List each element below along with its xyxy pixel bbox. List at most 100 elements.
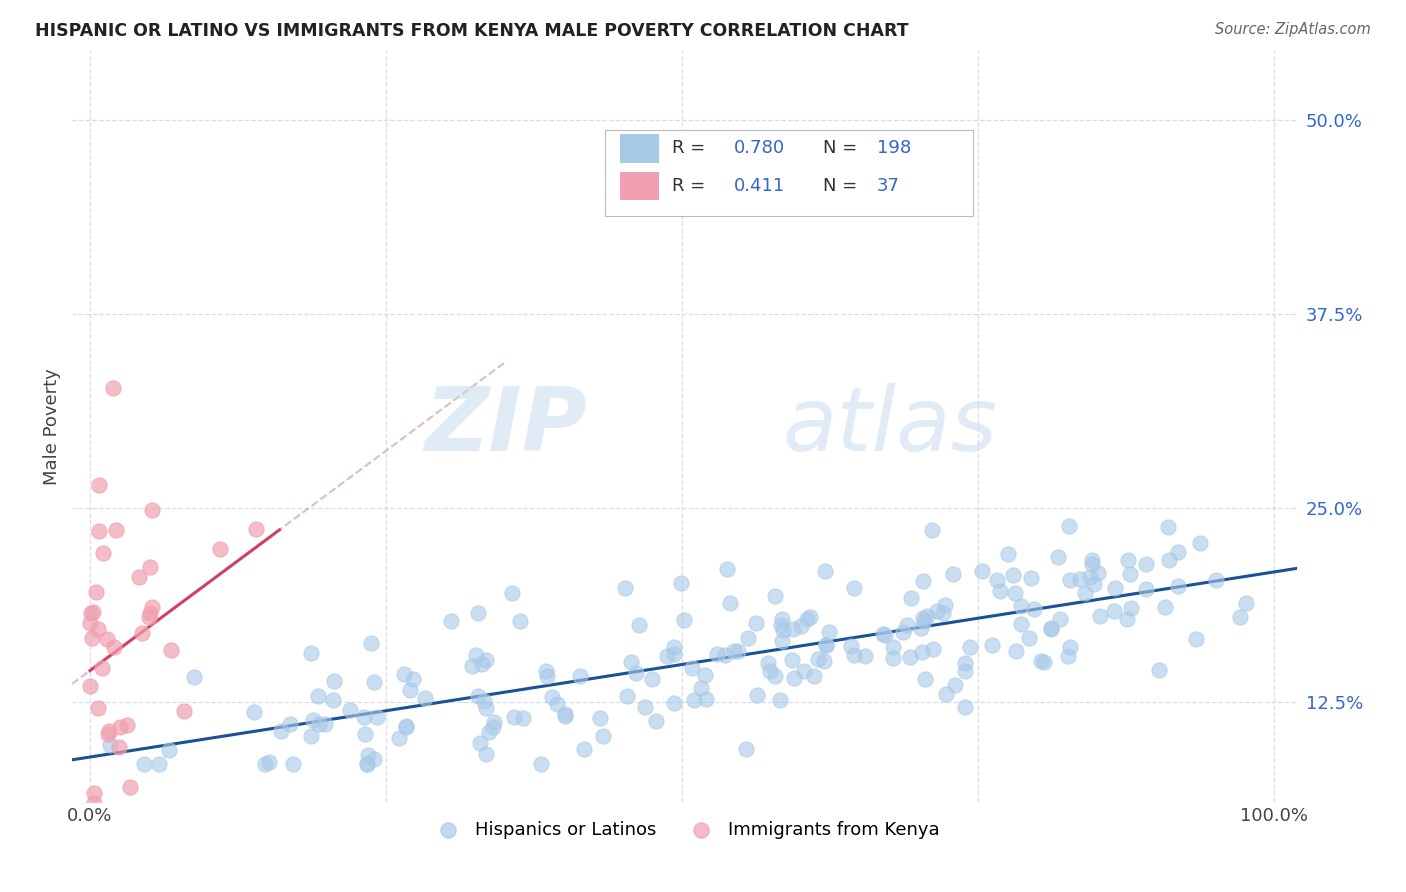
Point: [398, 682, 420, 697]
Point: [512, 711, 534, 725]
Point: [353, 726, 375, 740]
Point: [793, 664, 815, 678]
Point: [589, 711, 612, 725]
Point: [927, 604, 949, 618]
Point: [799, 609, 821, 624]
Point: [471, 657, 494, 671]
Point: [1104, 581, 1126, 595]
Point: [664, 696, 686, 710]
Point: [875, 628, 897, 642]
Point: [357, 748, 380, 763]
Point: [718, 596, 741, 610]
Point: [97, 727, 120, 741]
Point: [942, 567, 965, 582]
Point: [115, 718, 138, 732]
Point: [1059, 574, 1081, 588]
Point: [645, 714, 668, 728]
Text: ZIP: ZIP: [425, 383, 586, 470]
Point: [139, 607, 162, 621]
Point: [657, 648, 679, 663]
Point: [1088, 609, 1111, 624]
Point: [986, 574, 1008, 588]
Point: [1032, 655, 1054, 669]
Point: [953, 664, 976, 678]
Text: 198: 198: [877, 139, 911, 157]
Point: [1018, 631, 1040, 645]
Point: [689, 681, 711, 695]
Point: [1049, 612, 1071, 626]
Point: [482, 714, 505, 729]
Point: [541, 690, 564, 704]
Point: [83, 786, 105, 800]
Point: [245, 522, 267, 536]
Point: [82, 873, 104, 888]
Point: [997, 547, 1019, 561]
Point: [1010, 599, 1032, 613]
Point: [173, 704, 195, 718]
Point: [395, 720, 418, 734]
Point: [1156, 520, 1178, 534]
Point: [723, 644, 745, 658]
Point: [467, 689, 489, 703]
Point: [356, 756, 378, 771]
Point: [900, 591, 922, 606]
Point: [363, 752, 385, 766]
Point: [530, 756, 553, 771]
Text: Source: ZipAtlas.com: Source: ZipAtlas.com: [1215, 22, 1371, 37]
Point: [1119, 601, 1142, 615]
Point: [1019, 571, 1042, 585]
Point: [1147, 663, 1170, 677]
Point: [1004, 585, 1026, 599]
Point: [101, 381, 124, 395]
Point: [1116, 552, 1139, 566]
Point: [257, 755, 280, 769]
Point: [1229, 609, 1251, 624]
Point: [842, 648, 865, 662]
Point: [1167, 545, 1189, 559]
Point: [842, 581, 865, 595]
Point: [98, 738, 121, 752]
Point: [1039, 622, 1062, 636]
Point: [1135, 558, 1157, 572]
Point: [1087, 566, 1109, 581]
Point: [662, 640, 685, 655]
Point: [744, 616, 766, 631]
Point: [478, 724, 501, 739]
Point: [141, 600, 163, 615]
Point: [613, 582, 636, 596]
Point: [756, 656, 779, 670]
Point: [79, 616, 101, 631]
Point: [814, 638, 837, 652]
Text: HISPANIC OR LATINO VS IMMIGRANTS FROM KENYA MALE POVERTY CORRELATION CHART: HISPANIC OR LATINO VS IMMIGRANTS FROM KE…: [35, 22, 908, 40]
Point: [921, 523, 943, 537]
Point: [503, 710, 526, 724]
Point: [782, 622, 804, 636]
Point: [770, 617, 793, 632]
Point: [132, 756, 155, 771]
Point: [627, 618, 650, 632]
Point: [79, 679, 101, 693]
Point: [87, 701, 110, 715]
Point: [299, 729, 322, 743]
Point: [91, 546, 114, 560]
Point: [103, 640, 125, 654]
Point: [803, 668, 825, 682]
Point: [882, 640, 904, 655]
FancyBboxPatch shape: [605, 129, 973, 216]
Point: [770, 612, 793, 626]
Point: [440, 614, 463, 628]
Point: [817, 624, 839, 639]
Point: [280, 717, 302, 731]
Point: [1039, 622, 1062, 636]
Point: [1004, 644, 1026, 658]
Point: [1205, 573, 1227, 587]
Point: [254, 756, 277, 771]
Point: [475, 701, 498, 715]
Point: [183, 670, 205, 684]
Point: [270, 724, 292, 739]
Point: [616, 689, 638, 703]
Point: [1056, 649, 1078, 664]
Point: [464, 648, 486, 662]
Point: [1189, 536, 1212, 550]
Point: [1078, 570, 1101, 584]
